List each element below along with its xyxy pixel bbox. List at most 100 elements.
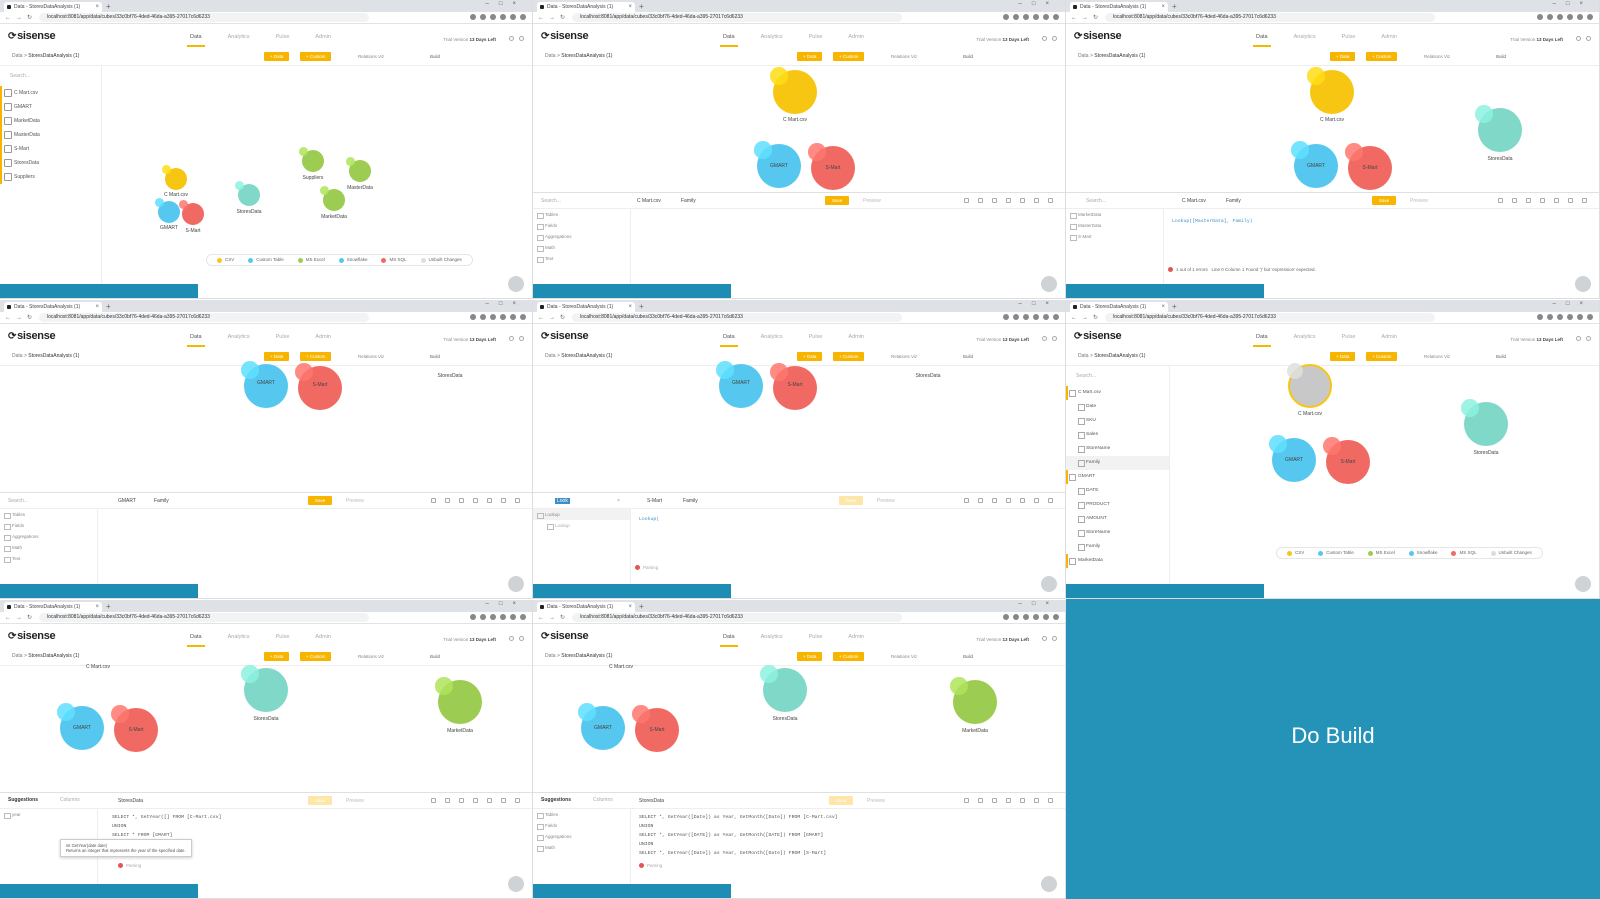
relations-viz-toggle[interactable]: Relations Viz: [891, 654, 918, 659]
category-item[interactable]: Aggregations: [0, 531, 97, 542]
sidebar-item[interactable]: MarketData: [0, 114, 101, 128]
nav-analytics[interactable]: Analytics: [760, 634, 783, 640]
crumb-root[interactable]: Data: [1078, 53, 1089, 59]
nav-admin[interactable]: Admin: [848, 34, 864, 40]
address-input[interactable]: localhost:8081/app/data/cubes/33c0bf76-4…: [39, 13, 369, 22]
preview-button[interactable]: Preview: [863, 198, 881, 204]
preview-button[interactable]: Preview: [877, 498, 895, 504]
bubble-cmart[interactable]: [1288, 364, 1332, 408]
nav-admin[interactable]: Admin: [1381, 334, 1397, 340]
browser-tab[interactable]: Data - StoresDataAnalysis (1) ×: [4, 602, 102, 612]
sidebar-search[interactable]: Search...: [1076, 373, 1097, 379]
category-item[interactable]: Text: [0, 553, 97, 564]
tab-suggestions[interactable]: Suggestions: [8, 797, 39, 803]
relations-viz-toggle[interactable]: Relations Viz: [891, 354, 918, 359]
tab-suggestions[interactable]: Suggestions: [541, 797, 572, 803]
nav-data[interactable]: Data: [1253, 334, 1271, 347]
editor-search[interactable]: Search...: [8, 498, 29, 504]
header-icons[interactable]: [1042, 36, 1057, 41]
help-fab[interactable]: [508, 876, 524, 892]
back-icon[interactable]: ←: [5, 14, 11, 21]
build-button[interactable]: Build: [963, 354, 974, 359]
nav-admin[interactable]: Admin: [848, 334, 864, 340]
sidebar-item[interactable]: MasterData: [0, 128, 101, 142]
help-fab[interactable]: [508, 576, 524, 592]
nav-pulse[interactable]: Pulse: [808, 334, 823, 340]
bubble-gmart[interactable]: [244, 364, 288, 408]
help-fab[interactable]: [1041, 576, 1057, 592]
editor-toolbar-icons[interactable]: [431, 798, 520, 803]
help-fab[interactable]: [508, 276, 524, 292]
nav-data[interactable]: Data: [720, 334, 738, 347]
forward-icon[interactable]: →: [549, 614, 555, 621]
sql-editor[interactable]: SELECT *, GetYear([] FROM [C-Mart.csv] U…: [112, 813, 221, 840]
close-tab-icon[interactable]: ×: [95, 604, 99, 610]
sidebar-item[interactable]: StoresData: [0, 156, 101, 170]
new-tab-icon[interactable]: +: [106, 602, 111, 611]
back-icon[interactable]: ←: [1071, 314, 1077, 321]
address-input[interactable]: localhost:8081/app/data/cubes/33c0bf76-4…: [572, 13, 902, 22]
editor-column-name[interactable]: Family: [1226, 198, 1241, 204]
relations-viz-toggle[interactable]: Relations Viz: [358, 654, 385, 659]
sisense-logo[interactable]: ⟳sisense: [1074, 330, 1122, 342]
sisense-logo[interactable]: ⟳sisense: [541, 330, 589, 342]
extension-icons[interactable]: [1003, 14, 1059, 20]
add-data-button[interactable]: + Data: [264, 52, 290, 61]
browser-tab[interactable]: Data - StoresDataAnalysis (1) ×: [1070, 302, 1168, 312]
bubble-marketdata[interactable]: [438, 680, 482, 724]
bubble-cmart[interactable]: [1310, 70, 1354, 114]
bubble-storesdata[interactable]: [238, 184, 260, 206]
relations-viz-toggle[interactable]: Relations Viz: [358, 354, 385, 359]
tree-field[interactable]: DATE: [1066, 484, 1169, 498]
tree-field[interactable]: Family: [1066, 456, 1169, 470]
reload-icon[interactable]: ↻: [1093, 15, 1099, 21]
nav-analytics[interactable]: Analytics: [227, 34, 250, 40]
sidebar-item[interactable]: C Mart.csv: [0, 86, 101, 100]
nav-data[interactable]: Data: [187, 34, 205, 47]
build-button[interactable]: Build: [430, 54, 441, 59]
nav-analytics[interactable]: Analytics: [227, 634, 250, 640]
reload-icon[interactable]: ↻: [560, 615, 566, 621]
editor-column-name[interactable]: Family: [154, 498, 169, 504]
category-item[interactable]: Fields: [533, 220, 630, 231]
tree-field[interactable]: Date: [1066, 400, 1169, 414]
save-button[interactable]: Save: [308, 496, 333, 505]
back-icon[interactable]: ←: [538, 14, 544, 21]
window-controls[interactable]: –□×: [485, 601, 526, 607]
crumb-root[interactable]: Data: [12, 653, 23, 659]
bubble-marketdata[interactable]: [953, 680, 997, 724]
add-custom-button[interactable]: + Custom: [833, 652, 865, 661]
relations-viz-toggle[interactable]: Relations Viz: [358, 54, 385, 59]
address-input[interactable]: localhost:8081/app/data/cubes/33c0bf76-4…: [572, 313, 902, 322]
category-item[interactable]: Math: [0, 542, 97, 553]
bubble-gmart[interactable]: [1294, 144, 1338, 188]
sisense-logo[interactable]: ⟳sisense: [541, 630, 589, 642]
editor-column-name[interactable]: Family: [683, 498, 698, 504]
nav-data[interactable]: Data: [720, 34, 738, 47]
crumb-root[interactable]: Data: [545, 653, 556, 659]
header-icons[interactable]: [1576, 336, 1591, 341]
tree-field[interactable]: Sales: [1066, 428, 1169, 442]
nav-pulse[interactable]: Pulse: [275, 34, 290, 40]
help-fab[interactable]: [1041, 876, 1057, 892]
save-button[interactable]: Save: [829, 796, 854, 805]
header-icons[interactable]: [1042, 336, 1057, 341]
add-data-button[interactable]: + Data: [797, 352, 823, 361]
reload-icon[interactable]: ↻: [27, 315, 33, 321]
back-icon[interactable]: ←: [5, 314, 11, 321]
add-data-button[interactable]: + Data: [1330, 352, 1356, 361]
help-fab[interactable]: [1575, 276, 1591, 292]
tree-field[interactable]: AMOUNT: [1066, 512, 1169, 526]
new-tab-icon[interactable]: +: [639, 302, 644, 311]
crumb-root[interactable]: Data: [12, 353, 23, 359]
category-item[interactable]: Tables: [0, 509, 97, 520]
save-button[interactable]: Save: [1372, 196, 1397, 205]
nav-admin[interactable]: Admin: [848, 634, 864, 640]
extension-icons[interactable]: [1003, 314, 1059, 320]
editor-toolbar-icons[interactable]: [964, 798, 1053, 803]
bubble-cmart[interactable]: [165, 168, 187, 190]
category-item[interactable]: Aggregations: [533, 831, 630, 842]
address-input[interactable]: localhost:8081/app/data/cubes/33c0bf76-4…: [1105, 13, 1435, 22]
back-icon[interactable]: ←: [5, 614, 11, 621]
nav-analytics[interactable]: Analytics: [760, 34, 783, 40]
